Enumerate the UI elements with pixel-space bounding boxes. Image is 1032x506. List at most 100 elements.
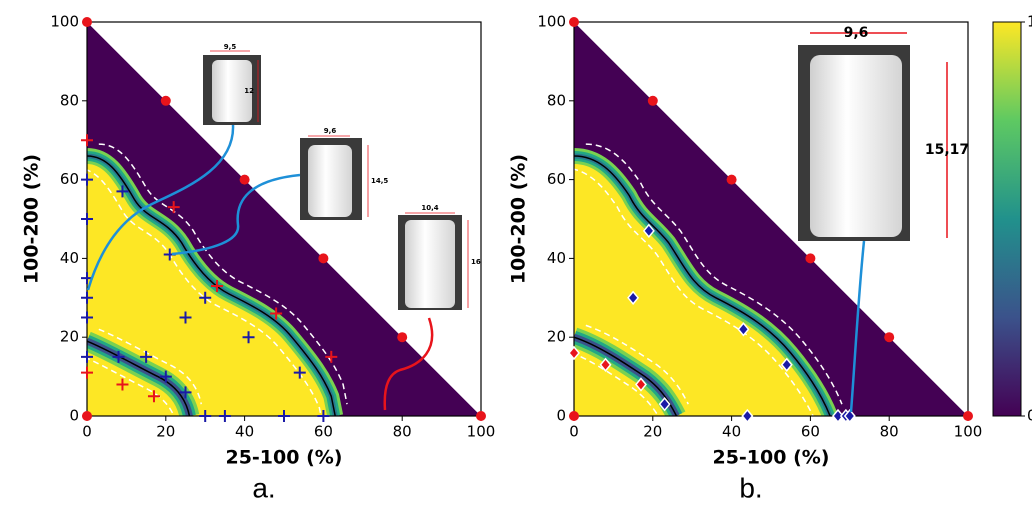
photo-inset: 9,6 15,17: [798, 25, 969, 241]
contour-line: [87, 341, 189, 416]
contour-dashed: [99, 144, 347, 404]
y-tick-label: 100: [50, 13, 79, 31]
plot-frame: [573, 21, 969, 417]
point: [116, 185, 129, 198]
x-tick-label: 0: [82, 423, 92, 441]
colorbar-tick-label: 1: [1027, 13, 1032, 31]
point: [167, 201, 180, 214]
panel-label: b.: [739, 472, 762, 503]
point: [635, 377, 647, 392]
x-axis-label: 25-100 (%): [712, 447, 829, 469]
y-axis-label: 100-200 (%): [508, 154, 530, 284]
contour-line: [87, 156, 335, 416]
point: [780, 357, 793, 372]
colorbar-tick-label: 0: [1027, 407, 1032, 425]
point: [741, 408, 754, 424]
point: [116, 378, 129, 391]
photo-dimension: 15,17: [925, 142, 969, 158]
y-tick-label: 0: [556, 407, 566, 425]
point: [317, 410, 330, 422]
y-tick-label: 40: [60, 249, 79, 267]
y-tick-label: 0: [69, 407, 79, 425]
point: [199, 291, 212, 304]
point: [82, 411, 92, 421]
arrow: [383, 317, 434, 411]
photo-dimension: 14,5: [371, 177, 388, 185]
contour-line: [574, 156, 830, 416]
point: [179, 311, 192, 324]
y-tick-label: 100: [537, 13, 566, 31]
point: [81, 350, 93, 363]
point: [239, 174, 250, 185]
point: [147, 390, 160, 403]
point: [658, 397, 671, 412]
x-tick-label: 0: [569, 423, 579, 441]
point: [805, 253, 816, 264]
arrow: [849, 240, 866, 413]
x-tick-label: 40: [235, 423, 254, 441]
contour-dashed: [562, 168, 818, 428]
photo-dimension: 9,6: [324, 127, 337, 135]
point: [218, 410, 231, 422]
y-axis-label: 100-200 (%): [21, 154, 43, 284]
point: [82, 17, 92, 27]
point: [642, 223, 655, 238]
point: [179, 386, 192, 399]
point: [832, 408, 844, 424]
point: [278, 410, 290, 422]
point: [627, 290, 640, 305]
point: [211, 279, 224, 292]
contour-dashed: [75, 168, 323, 428]
x-tick-label: 100: [467, 423, 496, 441]
contour-dashed: [586, 325, 688, 404]
y-tick-label: 20: [60, 328, 79, 346]
point: [293, 366, 306, 379]
point: [599, 357, 612, 372]
x-tick-label: 20: [643, 423, 662, 441]
contour-dashed: [99, 329, 201, 404]
y-tick-label: 20: [547, 328, 566, 346]
point: [963, 411, 973, 421]
photo-inset: 9,6 14,5: [300, 127, 388, 220]
point: [81, 366, 93, 379]
point: [397, 332, 408, 343]
point: [159, 370, 172, 383]
point: [569, 17, 579, 27]
point: [726, 174, 737, 185]
y-tick-label: 40: [547, 249, 566, 267]
point: [199, 410, 212, 422]
point: [140, 350, 153, 363]
point: [81, 213, 93, 225]
x-tick-label: 20: [156, 423, 175, 441]
x-tick-label: 80: [880, 423, 899, 441]
y-tick-label: 60: [60, 170, 79, 188]
contour-dashed: [586, 144, 842, 404]
photo-dimension: 9,5: [224, 43, 237, 51]
point: [647, 95, 658, 106]
point: [242, 331, 255, 344]
photo-inset: 10,4 16: [398, 204, 481, 310]
x-tick-label: 60: [801, 423, 820, 441]
x-tick-label: 80: [393, 423, 412, 441]
x-axis-label: 25-100 (%): [225, 447, 342, 469]
y-tick-label: 60: [547, 170, 566, 188]
y-tick-label: 80: [547, 91, 566, 109]
contour-dashed: [562, 349, 664, 428]
point: [843, 408, 856, 424]
colorbar: [992, 21, 1022, 417]
point: [81, 134, 93, 147]
photo-dimension: 12: [244, 87, 254, 95]
photo-inset: 9,5 12: [203, 43, 261, 125]
point: [81, 291, 93, 304]
arrow: [171, 173, 301, 256]
y-tick-label: 80: [60, 91, 79, 109]
arrow: [86, 124, 235, 291]
point: [81, 311, 93, 324]
contour-dashed: [75, 353, 177, 428]
photo-dimension: 9,6: [844, 25, 869, 41]
point: [884, 332, 895, 343]
point: [737, 322, 750, 337]
x-tick-label: 60: [314, 423, 333, 441]
photo-dimension: 10,4: [421, 204, 438, 212]
